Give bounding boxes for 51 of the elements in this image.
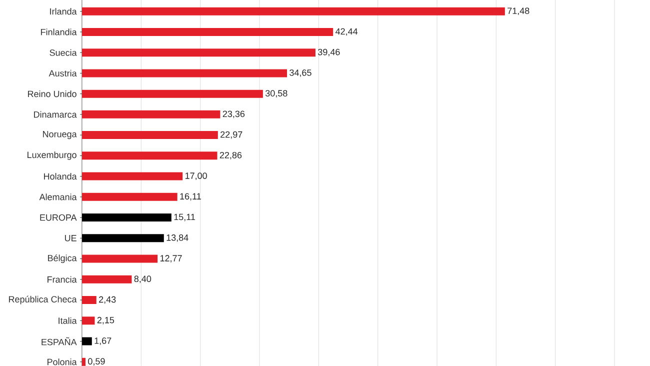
- bar: [82, 110, 220, 118]
- data-label: 0,59: [88, 358, 105, 366]
- bar: [82, 296, 96, 304]
- y-tick-label: Italia: [58, 317, 77, 324]
- data-label: 15,11: [174, 214, 196, 222]
- bar: [82, 90, 263, 98]
- y-tick-label: Polonia: [48, 358, 77, 366]
- y-tick-label: Francia: [48, 276, 77, 283]
- y-tick-label: Finlandia: [41, 28, 77, 36]
- data-label: 22,97: [220, 131, 242, 139]
- data-label: 22,86: [220, 152, 242, 160]
- data-label: 12,77: [160, 255, 182, 262]
- bar: [82, 254, 158, 263]
- y-tick-label: Reino Unido: [28, 90, 76, 98]
- bar: [82, 192, 178, 201]
- bar: [82, 7, 505, 16]
- data-label: 2,15: [97, 316, 114, 324]
- data-label: 8,40: [134, 276, 152, 284]
- data-label: 34,65: [290, 69, 312, 77]
- bar: [82, 172, 183, 180]
- y-tick-label: Holanda: [44, 172, 77, 180]
- data-label: 42,44: [336, 28, 358, 36]
- data-label: 23,36: [222, 110, 245, 118]
- bar: [82, 48, 316, 57]
- data-label: 30,58: [265, 90, 288, 98]
- y-tick-label: Irlanda: [50, 8, 77, 15]
- y-tick-label: Suecia: [50, 49, 77, 56]
- y-tick-label: República Checa: [9, 296, 77, 304]
- bar: [82, 131, 218, 140]
- y-tick-label: Dinamarca: [34, 111, 77, 118]
- data-label: 39,46: [318, 48, 340, 56]
- y-tick-label: Alemania: [39, 194, 77, 200]
- bar: [82, 275, 132, 284]
- y-tick-label: Luxemburgo: [28, 151, 76, 160]
- y-tick-label: EUROPA: [40, 214, 77, 221]
- y-tick-label: UE: [64, 235, 76, 242]
- y-tick-label: ESPAÑA: [42, 337, 77, 346]
- y-tick-label: Bélgica: [48, 254, 77, 264]
- bar: [82, 69, 288, 78]
- bar: [82, 358, 86, 366]
- data-label: 17,00: [185, 172, 207, 180]
- data-label: 13,84: [166, 234, 188, 242]
- bar: [82, 28, 334, 36]
- data-label: 71,48: [508, 8, 530, 16]
- data-label: 2,43: [99, 296, 116, 304]
- y-tick-label: Noruega: [43, 131, 77, 140]
- bar: [82, 316, 95, 325]
- y-tick-label: Austria: [48, 70, 77, 77]
- bar: [82, 152, 218, 160]
- data-label: 16,11: [180, 193, 201, 201]
- data-label: 1,67: [94, 338, 112, 345]
